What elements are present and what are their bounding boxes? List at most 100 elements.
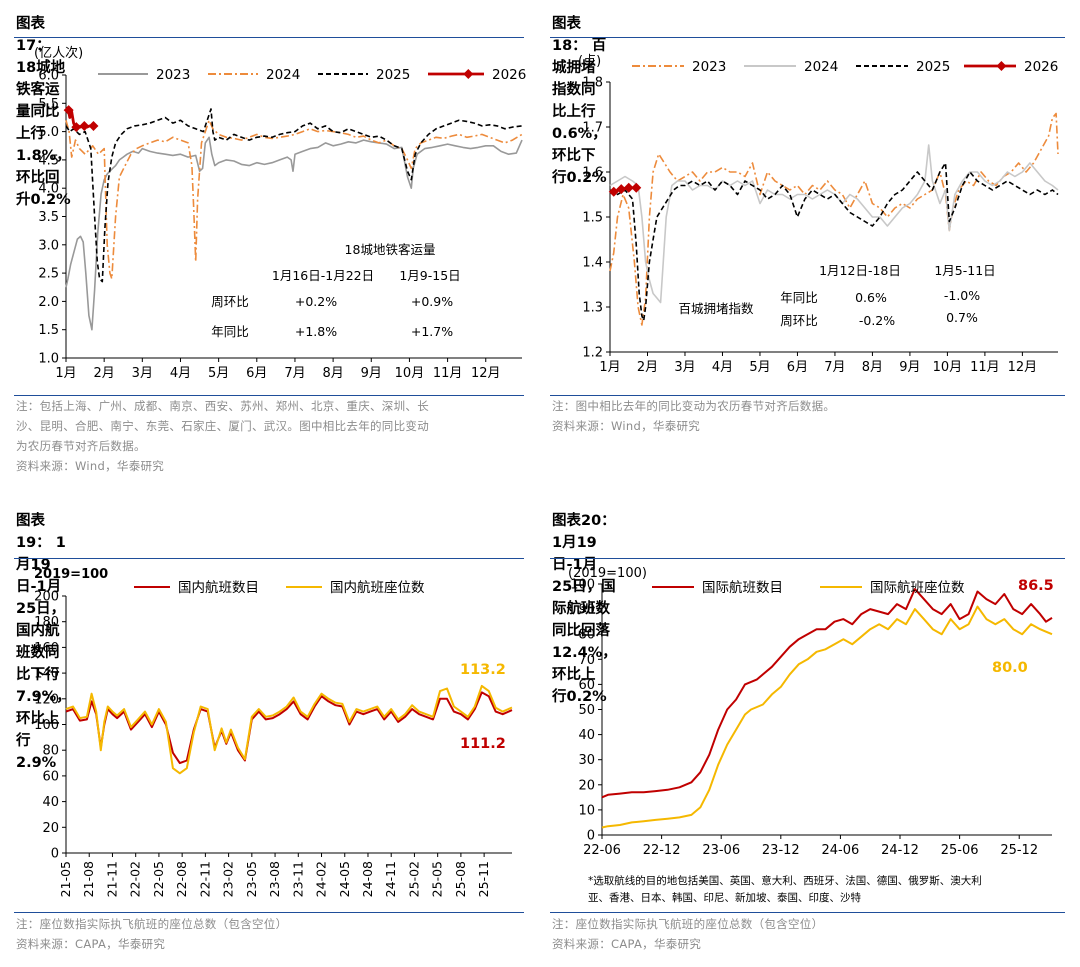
table-value: 0.7% — [946, 310, 978, 325]
legend-label: 2023 — [692, 59, 726, 75]
y-tick-label: 3.0 — [38, 238, 59, 253]
y-tick-label: 1.6 — [582, 166, 603, 181]
x-tick-label: 25-11 — [476, 861, 491, 897]
y-tick-label: 1.8 — [582, 76, 603, 91]
table-col-header: 1月16日-1月22日 — [272, 268, 374, 283]
y-tick-label: 0 — [587, 829, 595, 844]
legend-marker — [463, 69, 474, 79]
y-tick-label: 3.5 — [38, 210, 59, 225]
legend-label: 2024 — [266, 67, 300, 83]
chart-19-notes: 注：座位数指实际执飞航班的座位总数（包含空位） 资料来源：CAPA，华泰研究 — [16, 914, 526, 954]
x-tick-label: 10月 — [933, 360, 963, 375]
x-tick-label: 23-11 — [290, 861, 305, 897]
y-tick-label: 180 — [34, 615, 59, 630]
y-tick-label: 140 — [34, 667, 59, 682]
series-line-国内航班座位数 — [65, 684, 513, 775]
y-tick-label: 70 — [578, 653, 595, 668]
series-line-2024 — [65, 119, 523, 280]
chart-17-bottom-rule — [14, 395, 524, 396]
footnote-line: *选取航线的目的地包括美国、英国、意大利、西班牙、法国、德国、俄罗斯、澳大利 — [588, 874, 982, 887]
y-tick-label: 160 — [34, 641, 59, 656]
x-tick-label: 21-11 — [104, 861, 119, 897]
y-tick-label: 90 — [578, 603, 595, 618]
series-marker-2026 — [79, 120, 90, 131]
series-line-2025 — [609, 162, 1059, 322]
table-value: +1.7% — [411, 324, 453, 339]
x-tick-label: 4月 — [170, 366, 191, 381]
x-tick-label: 1月 — [599, 360, 620, 375]
y-axis-unit: 2019=100 — [34, 567, 108, 582]
y-axis-unit: (点) — [578, 54, 601, 69]
y-tick-label: 200 — [34, 590, 59, 605]
series-marker-2026 — [63, 105, 74, 116]
x-tick-label: 7月 — [824, 360, 845, 375]
x-tick-label: 1月 — [55, 366, 76, 381]
legend-label: 2024 — [804, 59, 838, 75]
end-label-seats: 80.0 — [992, 660, 1028, 676]
x-tick-label: 22-02 — [128, 861, 143, 897]
chart-18-notes: 注：图中相比去年的同比变动为农历春节对齐后数据。 资料来源：Wind，华泰研究 — [552, 396, 1067, 436]
legend-label: 国内航班数目 — [178, 580, 259, 596]
y-tick-label: 0 — [51, 847, 59, 862]
x-tick-label: 6月 — [246, 366, 267, 381]
x-tick-label: 6月 — [787, 360, 808, 375]
table-row-label: 年同比 — [211, 324, 249, 339]
x-tick-label: 11月 — [970, 360, 1000, 375]
source-line: 资料来源：Wind，华泰研究 — [552, 419, 701, 433]
series-marker-2026 — [88, 120, 99, 131]
x-tick-label: 12月 — [471, 366, 501, 381]
source-line: 资料来源：CAPA，华泰研究 — [16, 937, 166, 951]
chart-20-title: 图表20： 1月19日-1月25日，国际航班数同比回落12.4%，环比上 行0.… — [552, 510, 617, 708]
legend-label: 国际航班座位数 — [870, 580, 965, 596]
y-tick-label: 1.3 — [582, 301, 603, 316]
y-axis-unit: (亿人次) — [34, 45, 83, 61]
table-row-label: 年同比 — [780, 290, 818, 305]
x-tick-label: 23-06 — [702, 843, 740, 858]
chart-20-title-rule — [550, 558, 1065, 559]
x-tick-label: 24-06 — [822, 843, 860, 858]
table-col-header: 1月12日-18日 — [819, 263, 901, 278]
y-tick-label: 5.5 — [38, 97, 59, 112]
table-value: -0.2% — [859, 313, 895, 328]
y-tick-label: 50 — [578, 703, 595, 718]
chart-19: 2019=10020018016014012010080604020021-05… — [34, 567, 513, 897]
x-tick-label: 24-02 — [314, 861, 329, 897]
legend-label: 2026 — [1024, 59, 1058, 75]
legend-label: 2025 — [376, 67, 410, 83]
source-line: 资料来源：Wind，华泰研究 — [16, 459, 165, 473]
y-tick-label: 80 — [42, 744, 59, 759]
chart-20-bottom-rule — [550, 912, 1065, 913]
x-tick-label: 9月 — [899, 360, 920, 375]
note-line: 注：座位数指实际执飞航班的座位总数（包含空位） — [552, 917, 824, 931]
table-row-label: 周环比 — [780, 313, 818, 328]
note-line: 为农历春节对齐后数据。 — [16, 439, 146, 453]
legend-label: 国内航班座位数 — [330, 580, 425, 596]
chart-19-title: 图表19： 1月19日-1月25日，国内航班数同比下行7.9%，环比上行 2.9… — [16, 510, 71, 774]
chart-19-title-line: 2.9% — [16, 755, 57, 771]
y-tick-label: 5.0 — [38, 125, 59, 140]
x-tick-label: 3月 — [674, 360, 695, 375]
y-tick-label: 2.0 — [38, 295, 59, 310]
series-marker-2026 — [71, 122, 82, 133]
y-axis-unit: (2019=100) — [568, 566, 647, 581]
x-tick-label: 25-05 — [430, 861, 445, 897]
x-tick-label: 21-08 — [81, 861, 96, 897]
x-tick-label: 21-05 — [58, 861, 73, 897]
x-tick-label: 24-05 — [337, 861, 352, 897]
note-line: 沙、昆明、合肥、南宁、东莞、石家庄、厦门、武汉。图中相比去年的同比变动 — [16, 419, 429, 433]
x-tick-label: 22-12 — [643, 843, 681, 858]
series-line-2025 — [65, 108, 523, 283]
chart-19-title-line: 图表19： 1月19日-1月25日，国内航班数同比下行7.9%，环比上行 — [16, 513, 71, 749]
y-tick-label: 1.0 — [38, 352, 59, 367]
x-tick-label: 23-02 — [221, 861, 236, 897]
chart-19-title-rule — [14, 558, 524, 559]
series-marker-2026 — [616, 184, 627, 195]
x-tick-label: 25-06 — [941, 843, 979, 858]
chart-17-title: 图表17： 18城地铁客运量同比上行1.8%，环比回升0.2% — [16, 16, 71, 208]
table-value: +0.9% — [411, 294, 453, 309]
x-tick-label: 22-08 — [174, 861, 189, 897]
table-value: 0.6% — [855, 290, 887, 305]
legend-label: 2025 — [916, 59, 950, 75]
y-tick-label: 30 — [578, 753, 595, 768]
